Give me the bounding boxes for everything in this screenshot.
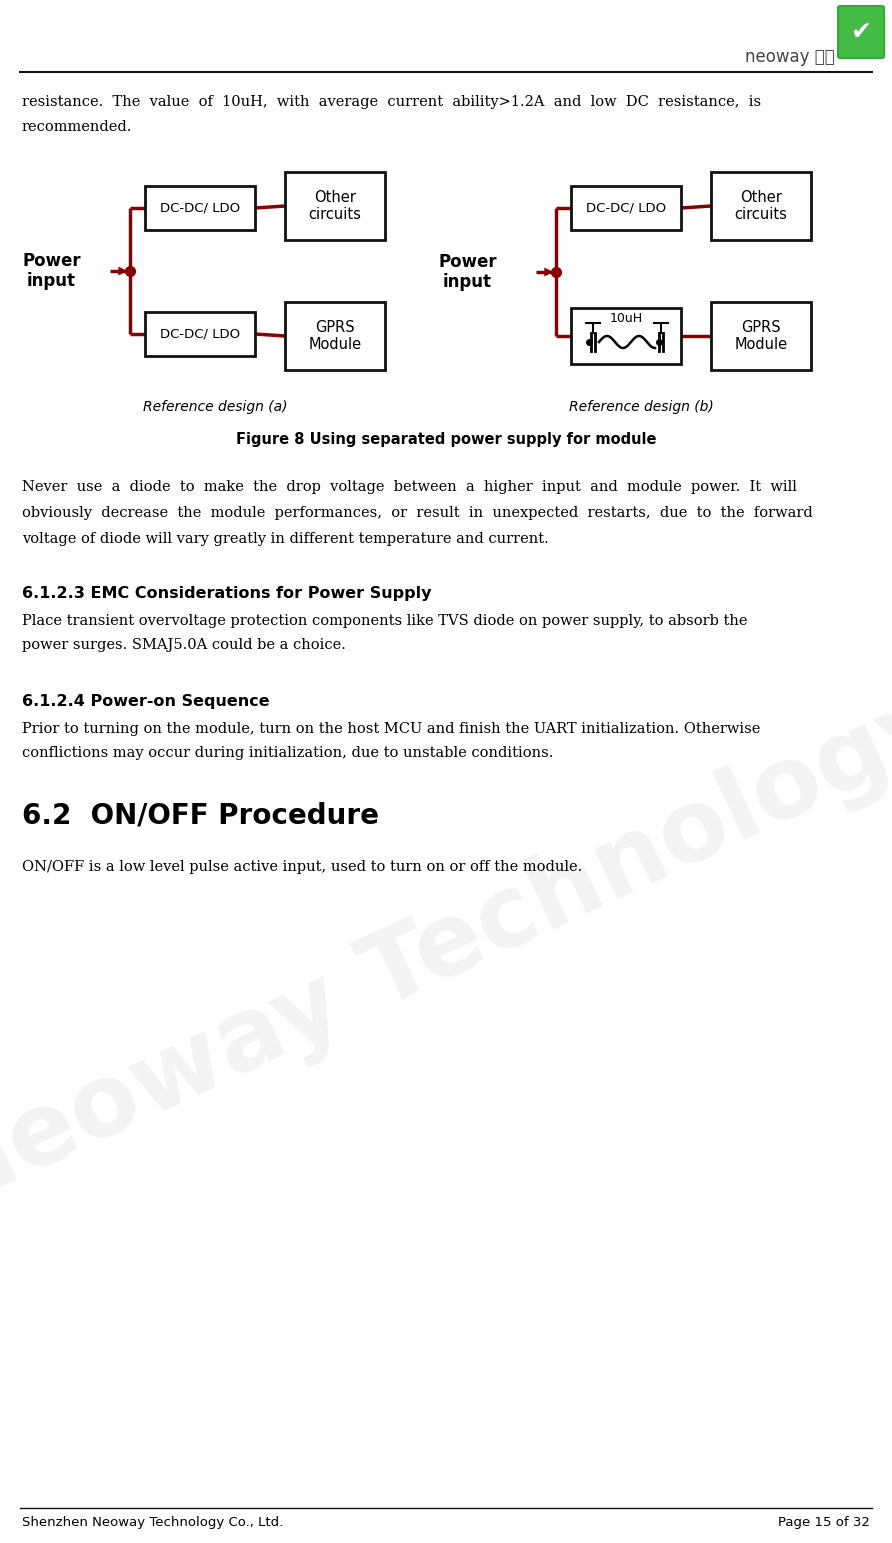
Text: 10uH: 10uH <box>609 312 642 326</box>
Text: 6.1.2.3 EMC Considerations for Power Supply: 6.1.2.3 EMC Considerations for Power Sup… <box>22 586 432 602</box>
Text: Other
circuits: Other circuits <box>309 190 361 222</box>
Bar <box>145 187 255 230</box>
Bar <box>571 187 681 230</box>
Text: Shenzhen Neoway Technology Co., Ltd.: Shenzhen Neoway Technology Co., Ltd. <box>22 1517 284 1529</box>
Bar <box>571 309 681 364</box>
Text: neoway Technology: neoway Technology <box>0 674 892 1227</box>
Bar <box>145 312 255 356</box>
Bar <box>285 302 385 370</box>
Text: Power
input: Power input <box>438 253 497 292</box>
Text: GPRS
Module: GPRS Module <box>309 319 361 352</box>
Text: recommended.: recommended. <box>22 120 132 134</box>
Bar <box>711 302 811 370</box>
Text: Prior to turning on the module, turn on the host MCU and finish the UART initial: Prior to turning on the module, turn on … <box>22 722 760 736</box>
Text: obviously  decrease  the  module  performances,  or  result  in  unexpected  res: obviously decrease the module performanc… <box>22 506 813 520</box>
Text: resistance.  The  value  of  10uH,  with  average  current  ability>1.2A  and  l: resistance. The value of 10uH, with aver… <box>22 96 761 110</box>
Text: Reference design (b): Reference design (b) <box>568 400 714 414</box>
Bar <box>711 171 811 241</box>
Text: ✔: ✔ <box>850 20 871 45</box>
Text: Never  use  a  diode  to  make  the  drop  voltage  between  a  higher  input  a: Never use a diode to make the drop volta… <box>22 480 797 494</box>
Text: Reference design (a): Reference design (a) <box>143 400 287 414</box>
Text: Power
input: Power input <box>22 252 80 290</box>
Text: 6.1.2.4 Power-on Sequence: 6.1.2.4 Power-on Sequence <box>22 694 269 708</box>
Text: voltage of diode will vary greatly in different temperature and current.: voltage of diode will vary greatly in di… <box>22 532 549 546</box>
Bar <box>285 171 385 241</box>
Text: Page 15 of 32: Page 15 of 32 <box>778 1517 870 1529</box>
FancyBboxPatch shape <box>838 6 884 59</box>
Text: conflictions may occur during initialization, due to unstable conditions.: conflictions may occur during initializa… <box>22 745 553 761</box>
Text: Place transient overvoltage protection components like TVS diode on power supply: Place transient overvoltage protection c… <box>22 614 747 628</box>
Text: ON/OFF is a low level pulse active input, used to turn on or off the module.: ON/OFF is a low level pulse active input… <box>22 859 582 873</box>
Text: neoway 有方: neoway 有方 <box>745 48 835 66</box>
Text: Figure 8 Using separated power supply for module: Figure 8 Using separated power supply fo… <box>235 432 657 447</box>
Text: DC-DC/ LDO: DC-DC/ LDO <box>160 202 240 214</box>
Text: DC-DC/ LDO: DC-DC/ LDO <box>160 327 240 341</box>
Text: power surges. SMAJ5.0A could be a choice.: power surges. SMAJ5.0A could be a choice… <box>22 637 346 653</box>
Text: 6.2  ON/OFF Procedure: 6.2 ON/OFF Procedure <box>22 802 379 830</box>
Text: DC-DC/ LDO: DC-DC/ LDO <box>586 202 666 214</box>
Text: GPRS
Module: GPRS Module <box>734 319 788 352</box>
Text: Other
circuits: Other circuits <box>735 190 788 222</box>
